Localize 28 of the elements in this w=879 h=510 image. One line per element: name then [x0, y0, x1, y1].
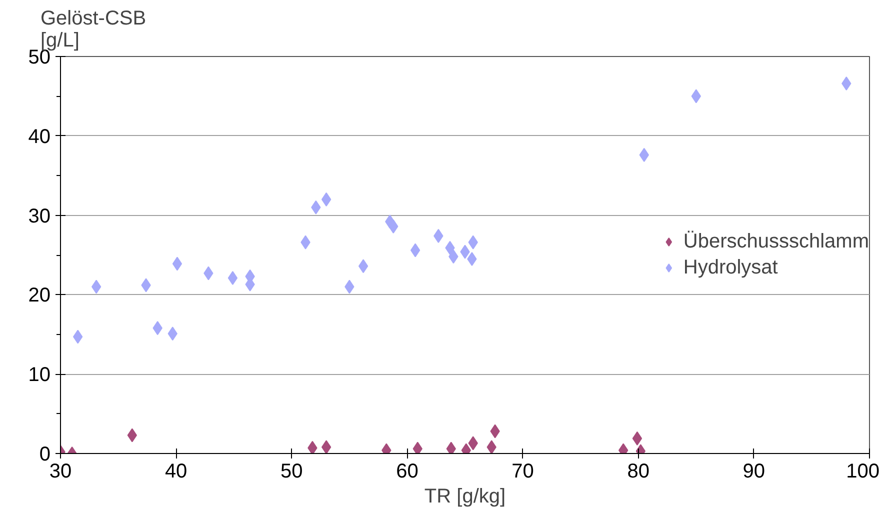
- y-tick-label: 0: [39, 444, 50, 466]
- point: [446, 442, 456, 454]
- point: [412, 442, 422, 454]
- x-tick-label: 100: [846, 460, 879, 482]
- point: [410, 243, 420, 258]
- point: [308, 440, 318, 454]
- point: [486, 440, 496, 454]
- y-tick-label: 20: [28, 284, 51, 307]
- point: [172, 256, 182, 271]
- y-tick-label: 10: [28, 364, 51, 386]
- x-tick-label: 90: [742, 460, 766, 482]
- point: [321, 192, 332, 206]
- x-axis-title: TR [g/kg]: [424, 486, 506, 508]
- legend-label: Hydrolysat: [683, 256, 778, 279]
- point: [228, 271, 238, 286]
- point: [91, 280, 102, 294]
- legend-label: Überschussschlamm: [683, 230, 869, 253]
- x-tick-label: 60: [396, 460, 418, 482]
- x-tick-label: 50: [280, 460, 303, 482]
- x-tick-label: 30: [49, 460, 72, 482]
- x-tick-label: 80: [627, 460, 650, 482]
- y-tick-label: 40: [28, 126, 51, 148]
- x-tick-label: 70: [512, 460, 534, 482]
- point: [321, 440, 332, 454]
- point: [358, 259, 368, 274]
- y-tick-label: 30: [28, 205, 51, 228]
- point: [632, 431, 642, 446]
- x-tick-label: 40: [164, 460, 188, 482]
